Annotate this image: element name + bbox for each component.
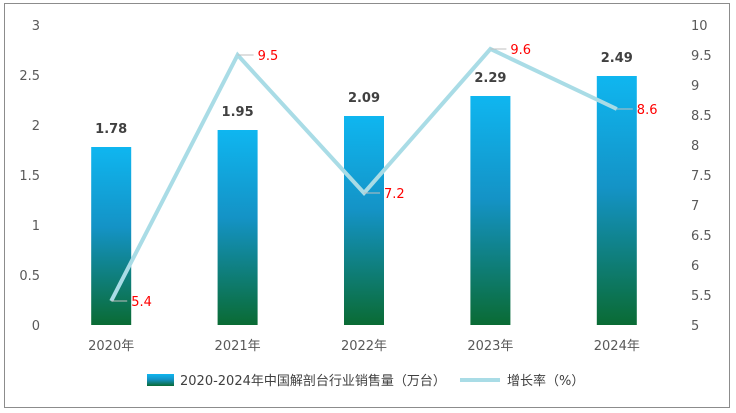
left-tick-label-2: 1: [32, 219, 40, 234]
right-tick-label-10: 10: [691, 19, 708, 34]
x-tick-label-4: 2024年: [594, 339, 640, 354]
line-value-label-2: 7.2: [384, 187, 405, 202]
bar-value-label-2: 2.09: [348, 91, 380, 106]
left-y-axis: 0 0.5 1 1.5 2 2.5 3: [19, 19, 40, 334]
x-tick-label-1: 2021年: [215, 339, 261, 354]
right-tick-label-6: 8: [691, 139, 699, 154]
line-series: 5.4 9.5 7.2 9.6 8.6: [109, 43, 658, 310]
bar-value-label-4: 2.49: [601, 51, 633, 66]
bar-4: [596, 76, 637, 325]
legend: 2020-2024年中国解剖台行业销售量（万台） 增长率（%）: [147, 373, 584, 389]
x-tick-label-3: 2023年: [467, 339, 513, 354]
line-value-label-0: 5.4: [131, 295, 152, 310]
right-tick-label-9: 9.5: [691, 49, 712, 64]
right-tick-label-1: 5.5: [691, 289, 712, 304]
left-tick-label-3: 1.5: [19, 169, 40, 184]
right-tick-label-8: 9: [691, 79, 699, 94]
bar-3: [470, 96, 511, 325]
right-y-axis: 5 5.5 6 6.5 7 7.5 8 8.5 9 9.5 10: [691, 19, 712, 334]
line-value-label-3: 9.6: [510, 43, 531, 58]
right-tick-label-5: 7.5: [691, 169, 712, 184]
bar-value-label-1: 1.95: [222, 105, 254, 120]
right-tick-label-0: 5: [691, 319, 699, 334]
right-tick-label-4: 7: [691, 199, 699, 214]
line-value-label-1: 9.5: [258, 49, 279, 64]
bar-value-label-0: 1.78: [95, 122, 127, 137]
left-tick-label-6: 3: [32, 19, 40, 34]
legend-label-bar: 2020-2024年中国解剖台行业销售量（万台）: [180, 373, 446, 389]
bar-1: [217, 130, 258, 325]
legend-swatch-bar: [147, 374, 174, 386]
x-axis: 2020年 2021年 2022年 2023年 2024年: [88, 339, 640, 354]
legend-label-line: 增长率（%）: [507, 373, 584, 389]
bar-series: 1.78 1.95 2.09 2.29 2.49: [91, 51, 637, 325]
x-tick-label-2: 2022年: [341, 339, 387, 354]
right-tick-label-2: 6: [691, 259, 699, 274]
left-tick-label-1: 0.5: [19, 269, 40, 284]
left-tick-label-5: 2.5: [19, 69, 40, 84]
left-tick-label-0: 0: [32, 319, 40, 334]
bar-0: [91, 147, 132, 325]
line-value-label-4: 8.6: [637, 103, 658, 118]
right-tick-label-3: 6.5: [691, 229, 712, 244]
bar-2: [344, 116, 384, 325]
bar-value-label-3: 2.29: [474, 71, 506, 86]
left-tick-label-4: 2: [32, 119, 40, 134]
x-tick-label-0: 2020年: [88, 339, 134, 354]
right-tick-label-7: 8.5: [691, 109, 712, 124]
